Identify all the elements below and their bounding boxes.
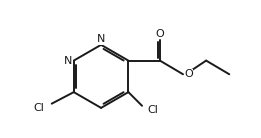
Text: Cl: Cl — [33, 103, 44, 113]
Text: Cl: Cl — [147, 105, 158, 115]
Text: N: N — [97, 34, 105, 44]
Text: O: O — [184, 69, 193, 79]
Text: O: O — [156, 29, 164, 39]
Text: N: N — [64, 56, 73, 66]
